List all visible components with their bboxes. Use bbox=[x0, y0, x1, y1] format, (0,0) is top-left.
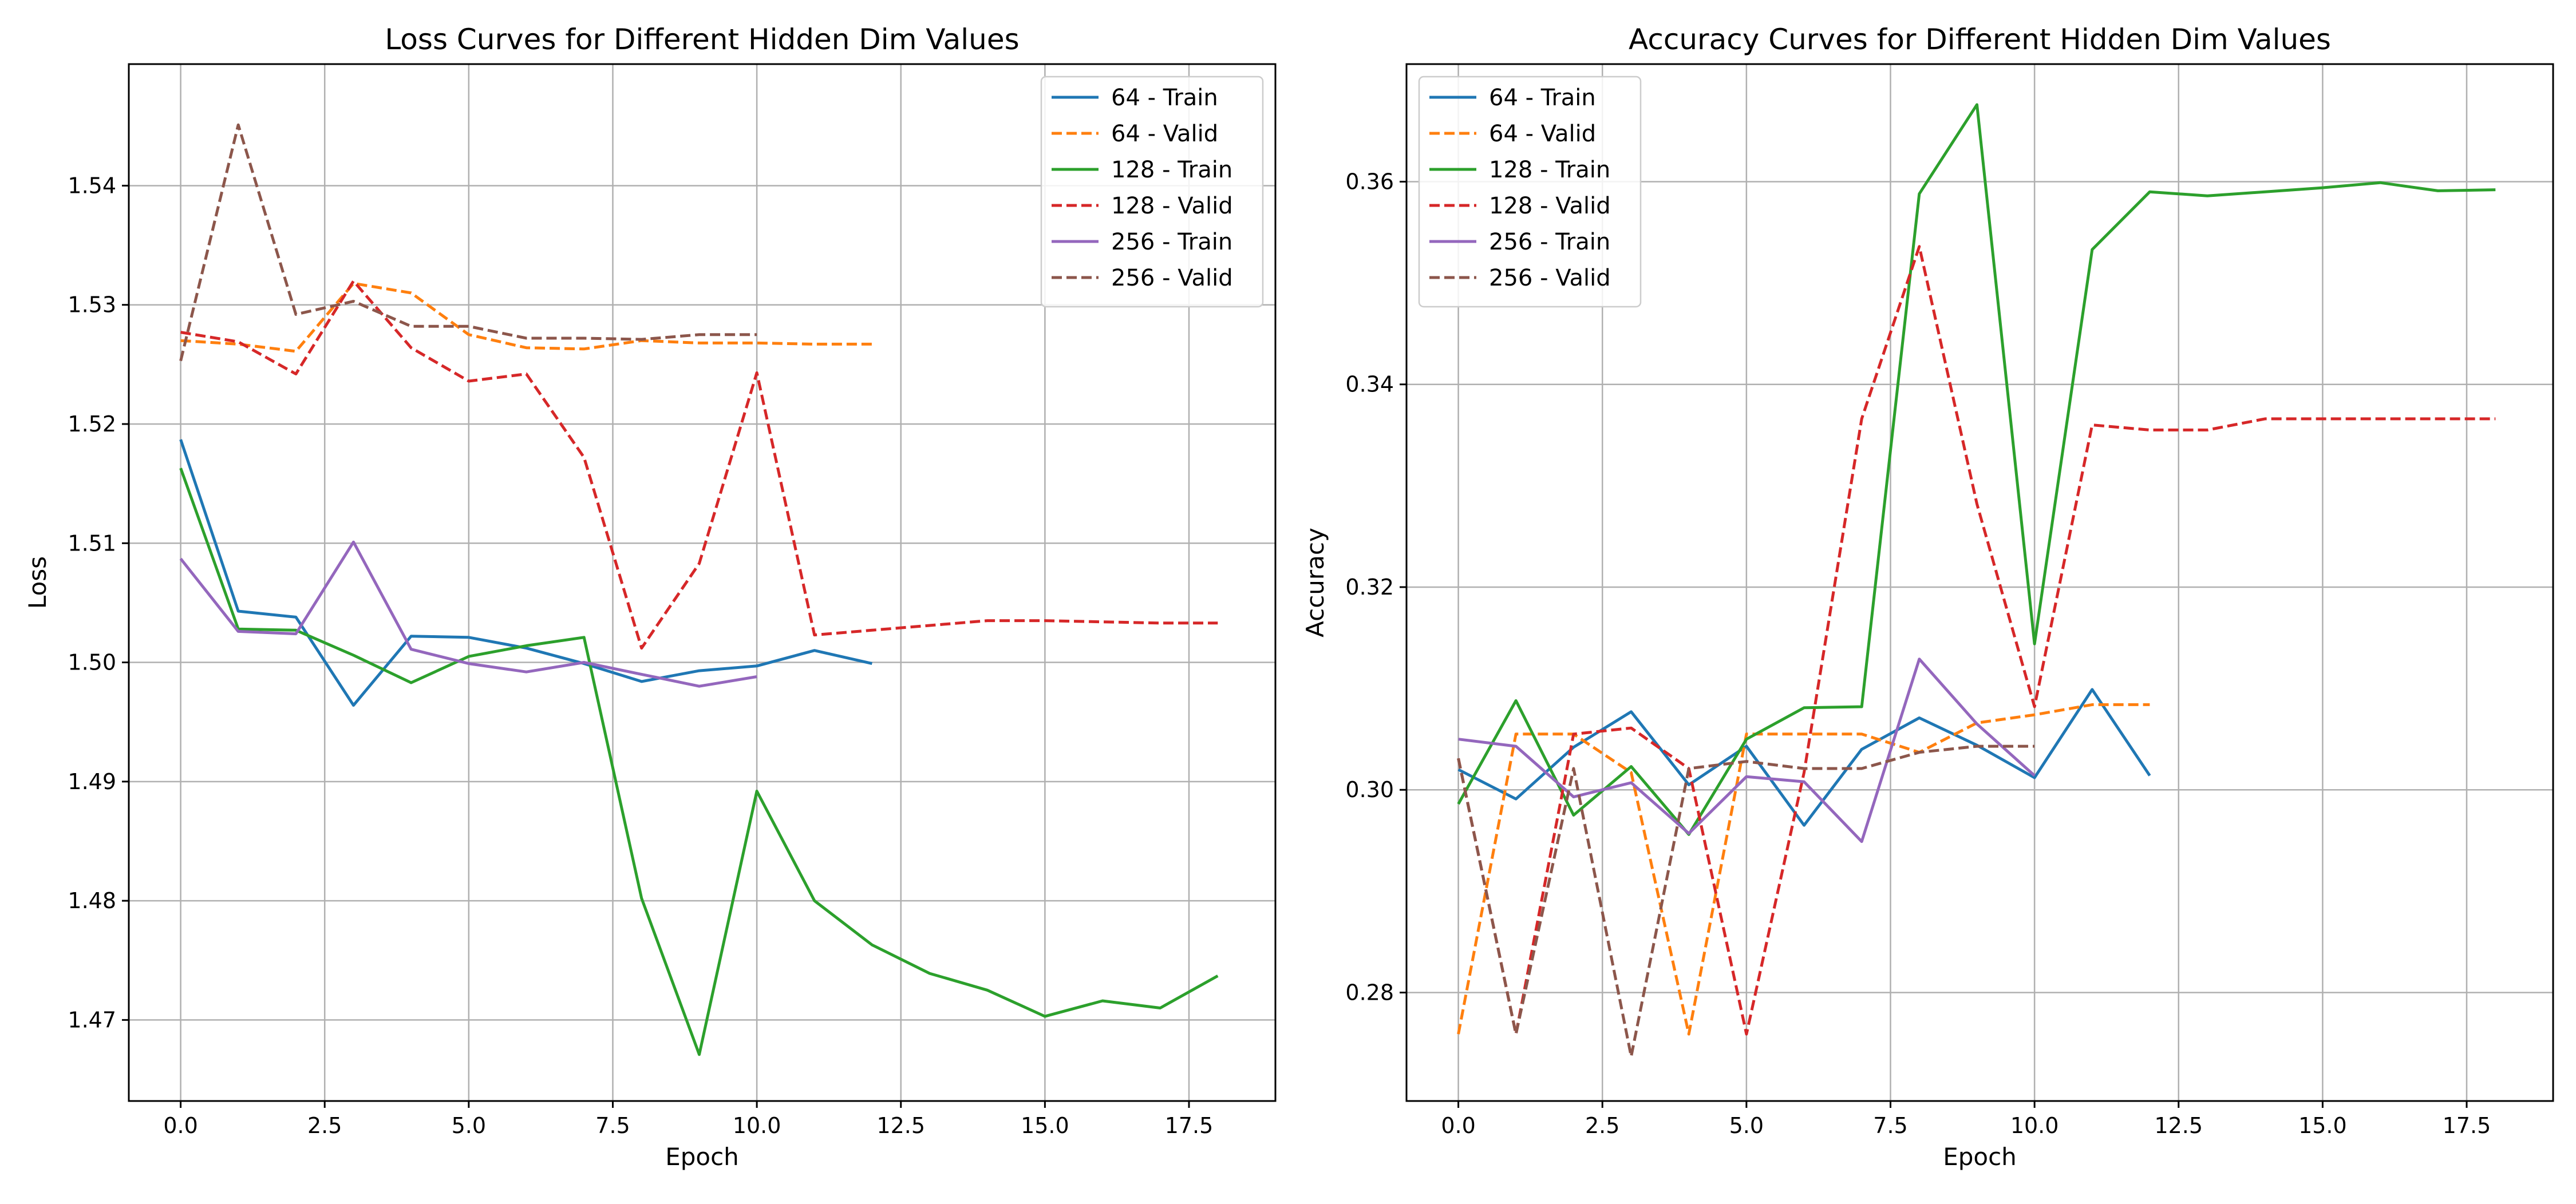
x-tick-label: 2.5 bbox=[307, 1113, 342, 1138]
x-tick-label: 0.0 bbox=[1441, 1113, 1475, 1138]
series-line-128-valid bbox=[1457, 245, 2496, 1036]
series-line-64-valid bbox=[180, 282, 872, 353]
x-tick-label: 7.5 bbox=[595, 1113, 630, 1138]
x-tick-label: 15.0 bbox=[2298, 1113, 2347, 1138]
series-line-256-valid bbox=[1457, 744, 2035, 1058]
x-tick-label: 2.5 bbox=[1585, 1113, 1619, 1138]
y-tick-label: 1.51 bbox=[68, 530, 116, 556]
y-tick-label: 1.50 bbox=[68, 650, 116, 675]
y-tick-label: 0.34 bbox=[1345, 372, 1394, 397]
x-tick-label: 5.0 bbox=[452, 1113, 486, 1138]
x-tick-label: 5.0 bbox=[1729, 1113, 1764, 1138]
legend-label: 128 - Valid bbox=[1489, 193, 1611, 219]
legend-label: 256 - Train bbox=[1111, 229, 1232, 255]
series-line-256-valid bbox=[179, 123, 757, 362]
chart-title: Accuracy Curves for Different Hidden Dim… bbox=[1629, 23, 2331, 56]
chart-title: Loss Curves for Different Hidden Dim Val… bbox=[385, 23, 1019, 56]
series-line-128-train bbox=[1457, 103, 2496, 836]
series-line-128-train bbox=[179, 468, 1219, 1056]
x-tick-label: 12.5 bbox=[876, 1113, 925, 1138]
x-tick-label: 7.5 bbox=[1873, 1113, 1907, 1138]
legend-label: 128 - Train bbox=[1111, 157, 1232, 183]
y-tick-label: 1.49 bbox=[68, 769, 116, 794]
y-tick-label: 0.28 bbox=[1345, 980, 1394, 1005]
x-tick-label: 17.5 bbox=[1165, 1113, 1214, 1138]
legend-label: 64 - Valid bbox=[1489, 121, 1596, 147]
legend-label: 256 - Valid bbox=[1111, 265, 1233, 291]
y-tick-label: 1.54 bbox=[68, 173, 116, 198]
y-tick-label: 1.53 bbox=[68, 292, 116, 318]
series-line-256-train bbox=[1458, 658, 2036, 843]
legend-label: 64 - Valid bbox=[1111, 121, 1218, 147]
legend-label: 256 - Train bbox=[1489, 229, 1610, 255]
legend-label: 256 - Valid bbox=[1489, 265, 1611, 291]
series-line-256-train bbox=[179, 540, 757, 688]
chart-panel-2: 0.0 2.5 5.0 7.5 10.0 12.5 15.0 17.5 0.28 0.30 0.32… bbox=[1301, 23, 2554, 1171]
series-line-128-valid bbox=[180, 279, 1218, 650]
series-line-64-train bbox=[1457, 688, 2151, 827]
x-tick-label: 0.0 bbox=[163, 1113, 197, 1138]
x-tick-label: 15.0 bbox=[1021, 1113, 1069, 1138]
plot-frame bbox=[128, 63, 1277, 1102]
y-tick-label: 1.47 bbox=[68, 1007, 116, 1032]
legend: 64 - Train 64 - Valid 128 - Train 128 - Val… bbox=[1418, 76, 1642, 308]
legend-label: 128 - Train bbox=[1489, 157, 1610, 183]
x-tick-label: 17.5 bbox=[2443, 1113, 2491, 1138]
series-line-64-train bbox=[179, 439, 872, 707]
y-tick-label: 0.32 bbox=[1345, 575, 1394, 600]
chart-panel-1: 0.0 2.5 5.0 7.5 10.0 12.5 15.0 17.5 1.47 1.48 1.49… bbox=[23, 23, 1277, 1171]
x-axis-label: Epoch bbox=[665, 1143, 739, 1171]
legend-label: 64 - Train bbox=[1489, 85, 1596, 111]
y-axis-label: Accuracy bbox=[1301, 528, 1329, 637]
x-axis-label: Epoch bbox=[1943, 1143, 2017, 1171]
legend-label: 64 - Train bbox=[1111, 85, 1218, 111]
y-tick-label: 0.36 bbox=[1345, 169, 1394, 194]
legend: 64 - Train 64 - Valid 128 - Train 128 - Val… bbox=[1040, 76, 1264, 308]
x-tick-label: 10.0 bbox=[733, 1113, 781, 1138]
y-tick-label: 1.52 bbox=[68, 411, 116, 437]
x-tick-label: 10.0 bbox=[2010, 1113, 2059, 1138]
plot-frame bbox=[1405, 63, 2554, 1102]
legend-label: 128 - Valid bbox=[1111, 193, 1233, 219]
y-axis-label: Loss bbox=[23, 556, 52, 609]
y-tick-label: 0.30 bbox=[1345, 777, 1394, 802]
x-tick-label: 12.5 bbox=[2154, 1113, 2203, 1138]
y-tick-label: 1.48 bbox=[68, 888, 116, 913]
